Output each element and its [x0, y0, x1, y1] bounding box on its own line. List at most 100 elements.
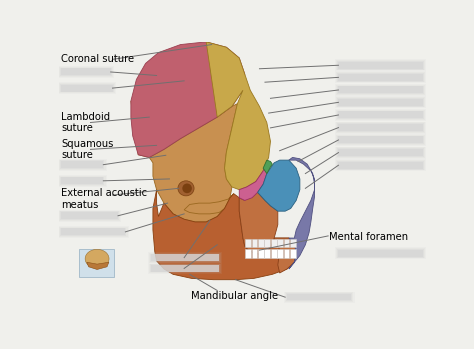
Bar [61, 68, 110, 75]
Bar [335, 134, 426, 146]
Bar [58, 82, 116, 94]
Bar [337, 61, 424, 69]
Bar [336, 135, 425, 145]
Polygon shape [131, 101, 237, 222]
Bar [338, 74, 423, 81]
Bar [277, 249, 283, 258]
Bar [338, 162, 423, 169]
Bar [61, 161, 103, 168]
Bar [337, 249, 424, 258]
Bar [335, 247, 426, 259]
Bar [338, 250, 423, 257]
Bar [337, 161, 424, 170]
Bar [252, 239, 257, 247]
Bar [60, 68, 112, 76]
Bar [338, 136, 423, 143]
Bar [59, 211, 120, 221]
Bar [336, 148, 425, 158]
Bar [150, 254, 220, 262]
Polygon shape [131, 42, 245, 157]
Bar [59, 83, 115, 93]
Bar [337, 98, 424, 107]
Ellipse shape [182, 184, 192, 193]
Bar [336, 97, 425, 107]
Bar [59, 176, 106, 186]
Bar [290, 249, 296, 258]
Bar [335, 84, 426, 96]
Bar [271, 249, 276, 258]
Polygon shape [87, 262, 109, 269]
Bar [335, 147, 426, 158]
Bar [148, 263, 222, 274]
Polygon shape [263, 160, 272, 173]
Bar [61, 228, 125, 235]
Text: Coronal suture: Coronal suture [61, 54, 134, 64]
Bar [287, 294, 351, 300]
Bar [335, 159, 426, 171]
Text: External acoustic
meatus: External acoustic meatus [61, 188, 147, 210]
Bar [337, 136, 424, 144]
Bar [338, 149, 423, 156]
Bar [60, 228, 127, 236]
Bar [335, 72, 426, 83]
Bar [58, 159, 107, 171]
Bar [338, 149, 423, 156]
Ellipse shape [85, 249, 109, 268]
Bar [338, 111, 423, 118]
Bar [338, 99, 423, 106]
Bar [264, 249, 270, 258]
Bar [61, 177, 103, 184]
Bar [148, 252, 222, 263]
Bar [338, 111, 423, 118]
Bar [338, 62, 423, 69]
Bar [336, 122, 425, 133]
Bar [338, 87, 423, 94]
Bar [61, 212, 118, 219]
Bar [338, 74, 423, 81]
Text: Lambdoid
suture: Lambdoid suture [61, 112, 110, 133]
Bar [338, 87, 423, 94]
Bar [277, 239, 283, 247]
Bar [285, 292, 354, 302]
Polygon shape [274, 238, 296, 273]
Bar [335, 109, 426, 121]
Bar [337, 123, 424, 132]
Bar [337, 73, 424, 82]
Text: Mandibular angle: Mandibular angle [191, 291, 279, 301]
Bar [59, 159, 106, 170]
Bar [151, 254, 219, 261]
Bar [59, 227, 128, 237]
Bar [287, 294, 351, 300]
Bar [61, 84, 112, 91]
Bar [284, 239, 290, 247]
Bar [58, 210, 121, 222]
Bar [290, 239, 296, 247]
Bar [245, 249, 251, 258]
Bar [337, 148, 424, 157]
Text: Mental foramen: Mental foramen [329, 232, 409, 242]
Bar [61, 212, 118, 219]
Bar [264, 239, 270, 247]
Bar [336, 60, 425, 70]
Bar [338, 124, 423, 131]
Bar [61, 84, 112, 91]
Bar [258, 239, 264, 247]
Bar [336, 110, 425, 120]
Bar [335, 96, 426, 108]
Bar [60, 161, 104, 169]
Bar [271, 239, 276, 247]
Bar [61, 68, 110, 75]
Bar [58, 66, 114, 78]
Bar [284, 249, 290, 258]
Bar [336, 160, 425, 170]
Bar [245, 239, 251, 247]
Polygon shape [239, 181, 278, 254]
Bar [149, 263, 221, 273]
Polygon shape [206, 42, 271, 190]
Bar [337, 111, 424, 119]
Bar [151, 265, 219, 272]
Polygon shape [239, 163, 267, 200]
Bar [336, 85, 425, 95]
Polygon shape [258, 160, 300, 211]
Bar [80, 249, 114, 277]
